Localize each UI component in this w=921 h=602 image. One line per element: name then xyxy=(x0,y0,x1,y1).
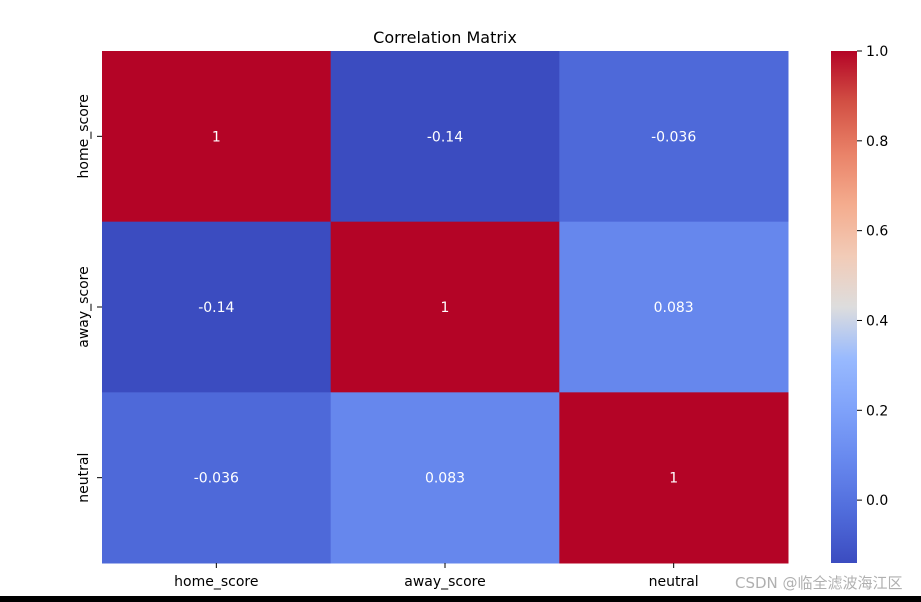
colorbar-gradient xyxy=(831,51,857,563)
heatmap-cell xyxy=(330,51,560,223)
heatmap-cell xyxy=(102,221,332,393)
cell-value-label: -0.14 xyxy=(427,129,463,145)
row-label: neutral xyxy=(76,453,92,503)
colorbar-tick-label: 0.2 xyxy=(866,403,888,419)
cell-value-label: 0.083 xyxy=(425,471,465,487)
colorbar-tick-label: 0.4 xyxy=(866,313,888,329)
row-label: home_score xyxy=(76,94,92,178)
colorbar-tick-label: 0.6 xyxy=(866,224,888,240)
heatmap-cell xyxy=(102,51,332,223)
heatmap-cell xyxy=(102,392,332,564)
heatmap-cells: 1 -0.14 -0.036 -0.14 1 0.083 -0.036 0.083 1 xyxy=(102,51,789,564)
cell-value-label: -0.036 xyxy=(651,129,696,145)
column-label: neutral xyxy=(649,574,699,590)
heatmap-cell xyxy=(559,221,789,393)
bottom-border xyxy=(0,596,921,602)
heatmap-cell xyxy=(559,51,789,223)
column-label: home_score xyxy=(174,574,258,590)
heatmap-cell xyxy=(559,392,789,564)
chart-title: Correlation Matrix xyxy=(373,28,517,47)
colorbar-tick-label: 0.0 xyxy=(866,493,888,509)
column-label: away_score xyxy=(404,574,486,590)
heatmap-cell xyxy=(330,221,560,393)
column-labels: home_score away_score neutral xyxy=(174,563,699,590)
colorbar-tick-label: 1.0 xyxy=(866,44,888,60)
cell-value-label: 1 xyxy=(212,129,221,145)
watermark-text: CSDN @临全滤波海江区 xyxy=(735,574,903,592)
heatmap-cell xyxy=(330,392,560,564)
cell-value-label: 1 xyxy=(441,300,450,316)
cell-value-label: -0.036 xyxy=(194,471,239,487)
colorbar-tick-label: 0.8 xyxy=(866,134,888,150)
row-label: away_score xyxy=(76,266,92,348)
cell-value-label: 0.083 xyxy=(654,300,694,316)
colorbar: 1.0 0.8 0.6 0.4 0.2 0.0 xyxy=(831,44,888,563)
cell-value-label: -0.14 xyxy=(198,300,234,316)
cell-value-label: 1 xyxy=(669,471,678,487)
